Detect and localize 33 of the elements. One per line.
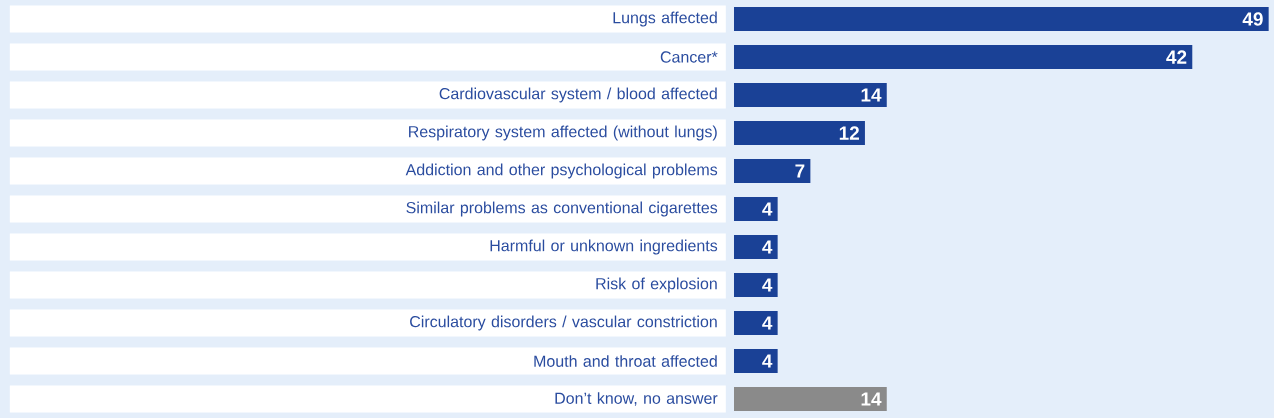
data-label: 4 — [762, 278, 773, 292]
y-tick-label: Lungs affected — [613, 11, 717, 27]
bar — [734, 159, 811, 183]
data-label: 4 — [762, 316, 773, 330]
data-label: 49 — [1242, 12, 1263, 26]
y-tick-label: Circulatory disorders / vascular constriction — [410, 315, 717, 331]
bar — [734, 83, 887, 107]
bar — [734, 387, 887, 412]
y-tick-label: Respiratory system affected (without lungs) — [409, 125, 717, 141]
bar — [734, 197, 778, 221]
y-tick-label: Mouth and throat affected — [534, 355, 717, 367]
bar — [734, 121, 865, 145]
y-tick-label: Harmful or unknown ingredients — [490, 239, 718, 255]
y-tick-label: Don’t know, no answer — [555, 392, 718, 406]
bar — [734, 235, 778, 260]
y-tick-label: Addiction and other psychological problems — [405, 163, 718, 179]
y-tick-label: Cancer* — [660, 51, 718, 63]
y-tick-label: Cardiovascular system / blood affected — [439, 87, 717, 103]
y-tick-label: Similar problems as conventional cigarettes — [406, 201, 718, 217]
data-label: 4 — [762, 240, 773, 254]
data-label: 12 — [839, 126, 859, 140]
data-label: 4 — [762, 202, 773, 216]
data-label: 42 — [1166, 50, 1187, 64]
bar — [734, 273, 778, 297]
bar — [734, 349, 778, 374]
y-tick-label: Risk of explosion — [596, 277, 717, 293]
data-label: 14 — [861, 88, 882, 102]
data-label: 4 — [762, 354, 773, 368]
bar — [734, 7, 1269, 31]
bar — [734, 45, 1193, 69]
data-label: 7 — [795, 164, 805, 178]
bar — [734, 311, 778, 335]
data-label: 14 — [861, 392, 882, 406]
